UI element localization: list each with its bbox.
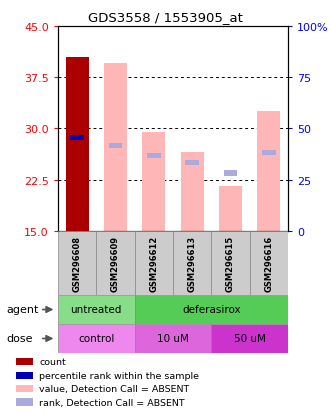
Bar	[70, 135, 84, 141]
Bar	[135, 295, 288, 324]
Bar	[104, 64, 127, 231]
Bar	[147, 154, 161, 159]
Bar	[181, 153, 204, 231]
Bar	[16, 385, 33, 392]
Text: value, Detection Call = ABSENT: value, Detection Call = ABSENT	[39, 384, 189, 393]
Bar	[142, 133, 165, 231]
Bar	[16, 399, 33, 406]
Bar	[185, 160, 199, 166]
Bar	[58, 231, 96, 295]
Text: GSM296609: GSM296609	[111, 235, 120, 291]
Bar	[16, 358, 33, 366]
Text: GSM296608: GSM296608	[72, 235, 82, 291]
Text: GSM296616: GSM296616	[264, 235, 273, 291]
Bar	[250, 231, 288, 295]
Bar	[109, 143, 122, 149]
Bar	[58, 324, 135, 353]
Bar	[66, 57, 89, 231]
Text: count: count	[39, 357, 66, 366]
Bar	[211, 231, 250, 295]
Bar	[135, 231, 173, 295]
Bar	[223, 171, 237, 176]
Bar	[66, 57, 89, 231]
Text: GDS3558 / 1553905_at: GDS3558 / 1553905_at	[88, 11, 243, 24]
Bar	[96, 231, 135, 295]
Bar	[135, 324, 211, 353]
Bar	[173, 231, 211, 295]
Bar	[58, 295, 135, 324]
Text: untreated: untreated	[71, 305, 122, 315]
Text: agent: agent	[7, 305, 39, 315]
Text: control: control	[78, 334, 115, 344]
Bar	[262, 150, 276, 156]
Text: dose: dose	[7, 334, 33, 344]
Bar	[16, 372, 33, 379]
Text: GSM296612: GSM296612	[149, 235, 158, 291]
Text: rank, Detection Call = ABSENT: rank, Detection Call = ABSENT	[39, 398, 185, 407]
Text: percentile rank within the sample: percentile rank within the sample	[39, 371, 199, 380]
Bar	[257, 112, 280, 231]
Bar	[219, 187, 242, 231]
Bar	[211, 324, 288, 353]
Text: deferasirox: deferasirox	[182, 305, 241, 315]
Text: GSM296613: GSM296613	[188, 235, 197, 291]
Text: GSM296615: GSM296615	[226, 235, 235, 291]
Text: 10 uM: 10 uM	[157, 334, 189, 344]
Text: 50 uM: 50 uM	[234, 334, 265, 344]
